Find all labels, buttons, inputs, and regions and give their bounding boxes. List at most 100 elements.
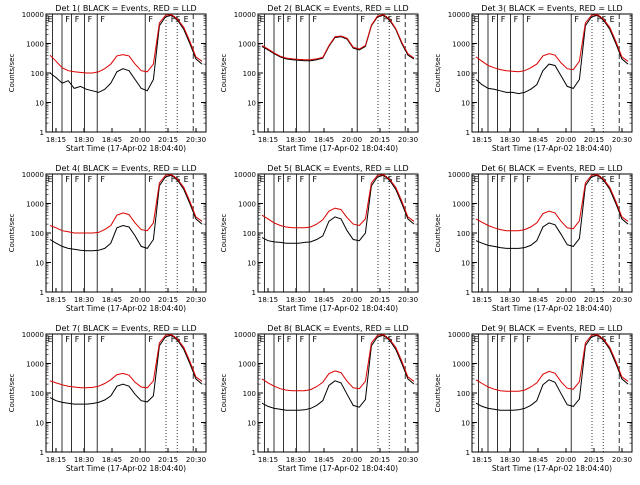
y-tick-label: 1000: [238, 201, 256, 209]
y-tick-label: 1000: [26, 41, 44, 49]
y-tick-label: 1: [252, 449, 256, 457]
y-tick-label: 10000: [22, 11, 44, 19]
series-line-lld: [475, 334, 629, 392]
plot-frame: [471, 173, 633, 293]
flag-label: F: [574, 175, 579, 184]
series-line-lld: [261, 334, 415, 392]
series-line-events: [49, 14, 203, 93]
plot-frame: [45, 13, 207, 133]
series-line-lld: [261, 14, 415, 61]
x-tick-label: 20:30: [398, 136, 418, 144]
chart-panel-2: Det 2( BLACK = Events, RED = LLD 1 10 100 10…: [220, 4, 419, 153]
flag-label: F: [300, 335, 305, 344]
x-tick-label: 18:15: [46, 456, 66, 464]
flag-label: F: [360, 335, 365, 344]
y-tick-label: 1: [466, 129, 470, 137]
y-tick-label: 100: [457, 70, 470, 78]
x-tick-label: 18:30: [286, 456, 306, 464]
flag-label: F: [574, 335, 579, 344]
chart-title: Det 1( BLACK = Events, RED = LLD: [55, 4, 196, 13]
flag-label: F: [312, 15, 317, 24]
series-line-lld: [475, 174, 629, 232]
y-tick-label: 10: [35, 100, 44, 108]
x-tick-label: 18:45: [314, 296, 334, 304]
y-tick-label: 1000: [452, 41, 470, 49]
flag-label: FS: [171, 335, 181, 344]
flag-label: E: [48, 15, 53, 24]
y-tick-label: 10: [35, 260, 44, 268]
flag-label: F: [100, 335, 105, 344]
chart-panel-4: Det 4( BLACK = Events, RED = LLD 1 10 100 10…: [8, 164, 207, 313]
y-axis-label: Counts/sec: [8, 374, 16, 413]
x-tick-label: 20:00: [342, 296, 362, 304]
x-axis-label: Start Time (17-Apr-02 18:04:40): [278, 304, 398, 313]
chart-panel-1: Det 1( BLACK = Events, RED = LLD 1 10 100 10…: [8, 4, 207, 153]
x-tick-label: 18:45: [528, 136, 548, 144]
flag-label: F: [501, 175, 506, 184]
chart-title: Det 2( BLACK = Events, RED = LLD: [267, 4, 408, 13]
series-line-lld: [49, 14, 203, 74]
x-tick-label: 20:15: [584, 136, 604, 144]
y-axis-label: Counts/sec: [434, 214, 442, 253]
x-tick-label: 20:15: [584, 456, 604, 464]
chart-title: Det 8( BLACK = Events, RED = LLD: [267, 324, 408, 333]
x-tick-label: 18:15: [46, 136, 66, 144]
flag-label: F: [148, 335, 153, 344]
series-line-lld: [261, 174, 415, 229]
chart-title: Det 5( BLACK = Events, RED = LLD: [267, 164, 408, 173]
y-tick-label: 10: [247, 420, 256, 428]
flag-label: F: [300, 15, 305, 24]
x-tick-label: 20:30: [398, 296, 418, 304]
y-tick-label: 100: [243, 70, 256, 78]
y-tick-label: 1000: [26, 201, 44, 209]
series-line-events: [475, 14, 629, 95]
y-tick-label: 10: [461, 100, 470, 108]
x-tick-label: 20:00: [130, 456, 150, 464]
x-tick-label: 20:15: [158, 136, 178, 144]
y-tick-label: 10000: [448, 11, 470, 19]
chart-panel-6: Det 6( BLACK = Events, RED = LLD 1 10 100 10…: [434, 164, 633, 313]
y-tick-label: 1: [40, 129, 44, 137]
x-tick-label: 20:30: [612, 296, 632, 304]
x-tick-label: 20:00: [556, 456, 576, 464]
flag-label: F: [287, 335, 292, 344]
y-tick-label: 10: [461, 260, 470, 268]
x-tick-label: 20:00: [130, 296, 150, 304]
y-axis-label: Counts/sec: [220, 54, 228, 93]
x-tick-label: 18:30: [74, 296, 94, 304]
flag-label: E: [184, 335, 189, 344]
x-axis-label: Start Time (17-Apr-02 18:04:40): [278, 144, 398, 153]
x-tick-label: 20:00: [130, 136, 150, 144]
series-line-events: [475, 334, 629, 411]
flag-label: FS: [383, 175, 393, 184]
x-tick-label: 18:15: [472, 296, 492, 304]
plot-frame: [471, 333, 633, 453]
x-axis-label: Start Time (17-Apr-02 18:04:40): [492, 304, 612, 313]
x-tick-label: 18:30: [500, 456, 520, 464]
y-tick-label: 100: [31, 230, 44, 238]
flag-label: F: [514, 175, 519, 184]
flag-label: F: [277, 15, 282, 24]
y-tick-label: 1000: [452, 361, 470, 369]
flag-label: E: [396, 175, 401, 184]
series-line-events: [261, 174, 415, 244]
flag-label: F: [526, 15, 531, 24]
y-tick-label: 1: [252, 129, 256, 137]
plot-frame: [257, 333, 419, 453]
plot-frame: [257, 13, 419, 133]
flag-label: F: [100, 175, 105, 184]
flag-label: F: [277, 175, 282, 184]
flag-label: E: [474, 15, 479, 24]
flag-label: E: [396, 335, 401, 344]
y-tick-label: 10: [35, 420, 44, 428]
flag-label: F: [287, 15, 292, 24]
series-line-events: [475, 174, 629, 249]
series-line-events: [49, 334, 203, 405]
plot-frame: [257, 173, 419, 293]
x-tick-label: 20:30: [186, 456, 206, 464]
y-tick-label: 10: [247, 260, 256, 268]
x-tick-label: 18:15: [258, 456, 278, 464]
x-tick-label: 20:15: [158, 296, 178, 304]
flag-label: F: [526, 175, 531, 184]
chart-title: Det 9( BLACK = Events, RED = LLD: [481, 324, 622, 333]
